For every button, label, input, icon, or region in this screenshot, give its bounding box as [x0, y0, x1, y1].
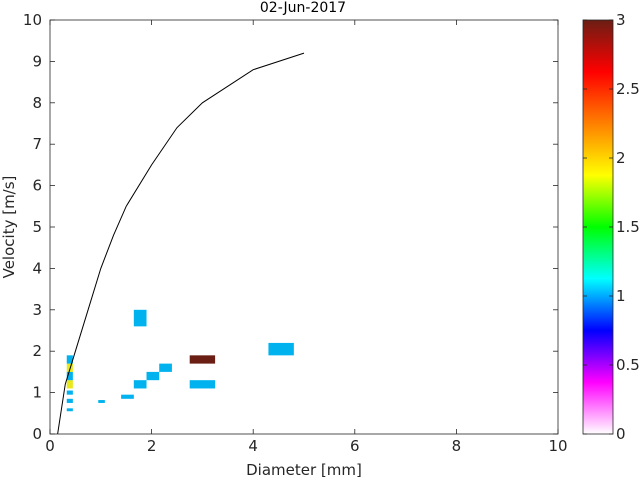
y-tick-label: 3 — [32, 301, 42, 319]
x-tick-label: 4 — [248, 437, 258, 455]
colorbar-tick-label: 1 — [616, 287, 626, 305]
heatmap-cell — [133, 380, 147, 389]
fall-velocity-curve — [57, 52, 305, 435]
y-tick-label: 4 — [32, 259, 42, 277]
colorbar-ticks: 0 0.5 1 1.5 2 2.5 3 — [583, 11, 640, 443]
y-axis-ticks: 0 1 2 3 4 5 6 7 8 9 10 — [23, 11, 558, 443]
heatmap-cell — [66, 398, 73, 403]
y-tick-label: 2 — [32, 342, 42, 360]
y-tick-label: 0 — [32, 425, 42, 443]
x-tick-label: 10 — [548, 437, 567, 455]
x-axis-label: Diameter [mm] — [246, 461, 362, 479]
y-axis-label: Velocity [m/s] — [0, 176, 18, 279]
colorbar-tick-label: 2 — [616, 149, 626, 167]
heatmap-cell — [66, 390, 73, 395]
plot-area-frame — [49, 19, 559, 435]
x-tick-label: 0 — [45, 437, 55, 455]
x-axis-ticks: 0 2 4 6 8 10 — [45, 20, 568, 455]
heatmap-cell — [98, 400, 105, 403]
heatmap-cell — [133, 309, 147, 327]
y-tick-label: 1 — [32, 384, 42, 402]
heatmap-cell — [66, 355, 73, 364]
heatmap-cell — [146, 371, 160, 381]
x-tick-label: 6 — [350, 437, 360, 455]
heatmap-cell — [159, 363, 172, 372]
y-tick-label: 10 — [23, 11, 42, 29]
heatmap-cell — [189, 380, 216, 389]
heatmap-cell — [268, 342, 294, 356]
y-tick-label: 8 — [32, 94, 42, 112]
heatmap-cells — [66, 309, 294, 412]
colorbar-tick-label: 0 — [616, 425, 626, 443]
x-tick-label: 8 — [452, 437, 462, 455]
heatmap-cell — [66, 380, 73, 389]
heatmap-cell — [121, 394, 134, 399]
y-tick-label: 6 — [32, 177, 42, 195]
x-tick-label: 2 — [147, 437, 157, 455]
curve-line — [57, 52, 305, 435]
heatmap-cell — [66, 371, 73, 381]
colorbar-tick-label: 3 — [616, 11, 626, 29]
heatmap-cell — [189, 355, 216, 364]
chart-title: 02-Jun-2017 — [260, 0, 346, 16]
colorbar-tick-label: 2.5 — [616, 80, 640, 98]
y-tick-label: 7 — [32, 135, 42, 153]
heatmap-cell — [66, 408, 73, 412]
y-tick-label: 5 — [32, 218, 42, 236]
colorbar-tick-label: 1.5 — [616, 218, 640, 236]
y-tick-label: 9 — [32, 52, 42, 70]
colorbar-tick-label: 0.5 — [616, 356, 640, 374]
colorbar — [582, 19, 614, 435]
